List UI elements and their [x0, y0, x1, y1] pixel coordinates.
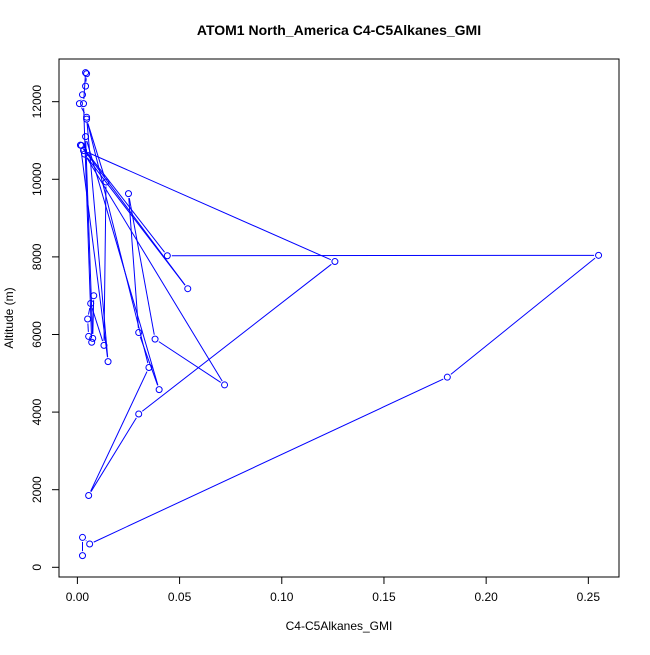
y-axis-label: Altitude (m): [2, 287, 16, 348]
y-axis: 0 2000 4000 6000 8000 10000 12000: [30, 85, 59, 571]
data-point: [76, 101, 82, 107]
series-segment: [94, 379, 444, 542]
x-tick-label: 0.25: [577, 590, 601, 604]
data-point: [156, 387, 162, 393]
plot-area-border: [59, 59, 619, 577]
data-point: [164, 253, 170, 259]
x-tick-label: 0.20: [474, 590, 498, 604]
data-point: [152, 336, 158, 342]
series-segment: [87, 158, 185, 285]
x-tick-label: 0.05: [168, 590, 192, 604]
y-tick-label: 8000: [30, 243, 44, 270]
data-point: [83, 134, 89, 140]
data-point: [80, 553, 86, 559]
y-tick-label: 2000: [30, 476, 44, 503]
data-point: [105, 359, 111, 365]
series-segment: [87, 141, 158, 385]
series-segment: [88, 308, 89, 315]
x-axis-label: C4-C5Alkanes_GMI: [286, 619, 393, 633]
chart-title: ATOM1 North_America C4-C5Alkanes_GMI: [197, 22, 481, 38]
data-point: [444, 374, 450, 380]
series-segment: [129, 198, 154, 335]
series-segment: [84, 149, 164, 252]
data-point: [185, 286, 191, 292]
series-segment: [142, 264, 331, 411]
y-tick-label: 6000: [30, 321, 44, 348]
series-segment: [140, 337, 157, 386]
data-point: [83, 83, 89, 89]
data-point: [596, 252, 602, 258]
series-layer: [76, 70, 601, 559]
x-tick-label: 0.00: [66, 590, 90, 604]
y-tick-label: 12000: [30, 85, 44, 119]
data-point: [86, 493, 92, 499]
y-tick-label: 0: [30, 564, 44, 571]
data-point: [125, 191, 131, 197]
data-point: [136, 330, 142, 336]
data-point: [332, 259, 338, 265]
series-segment: [159, 342, 221, 383]
x-axis: 0.00 0.05 0.10 0.15 0.20 0.25: [66, 577, 601, 604]
series-segment: [451, 258, 595, 374]
data-point: [89, 339, 95, 345]
data-point: [222, 382, 228, 388]
data-point: [87, 541, 93, 547]
data-point: [136, 411, 142, 417]
x-tick-label: 0.10: [270, 590, 294, 604]
series-segment: [91, 418, 136, 492]
y-tick-label: 10000: [30, 162, 44, 196]
data-point: [80, 534, 86, 540]
data-point: [85, 316, 91, 322]
x-tick-label: 0.15: [372, 590, 396, 604]
y-tick-label: 4000: [30, 398, 44, 425]
series-segment: [91, 372, 147, 492]
